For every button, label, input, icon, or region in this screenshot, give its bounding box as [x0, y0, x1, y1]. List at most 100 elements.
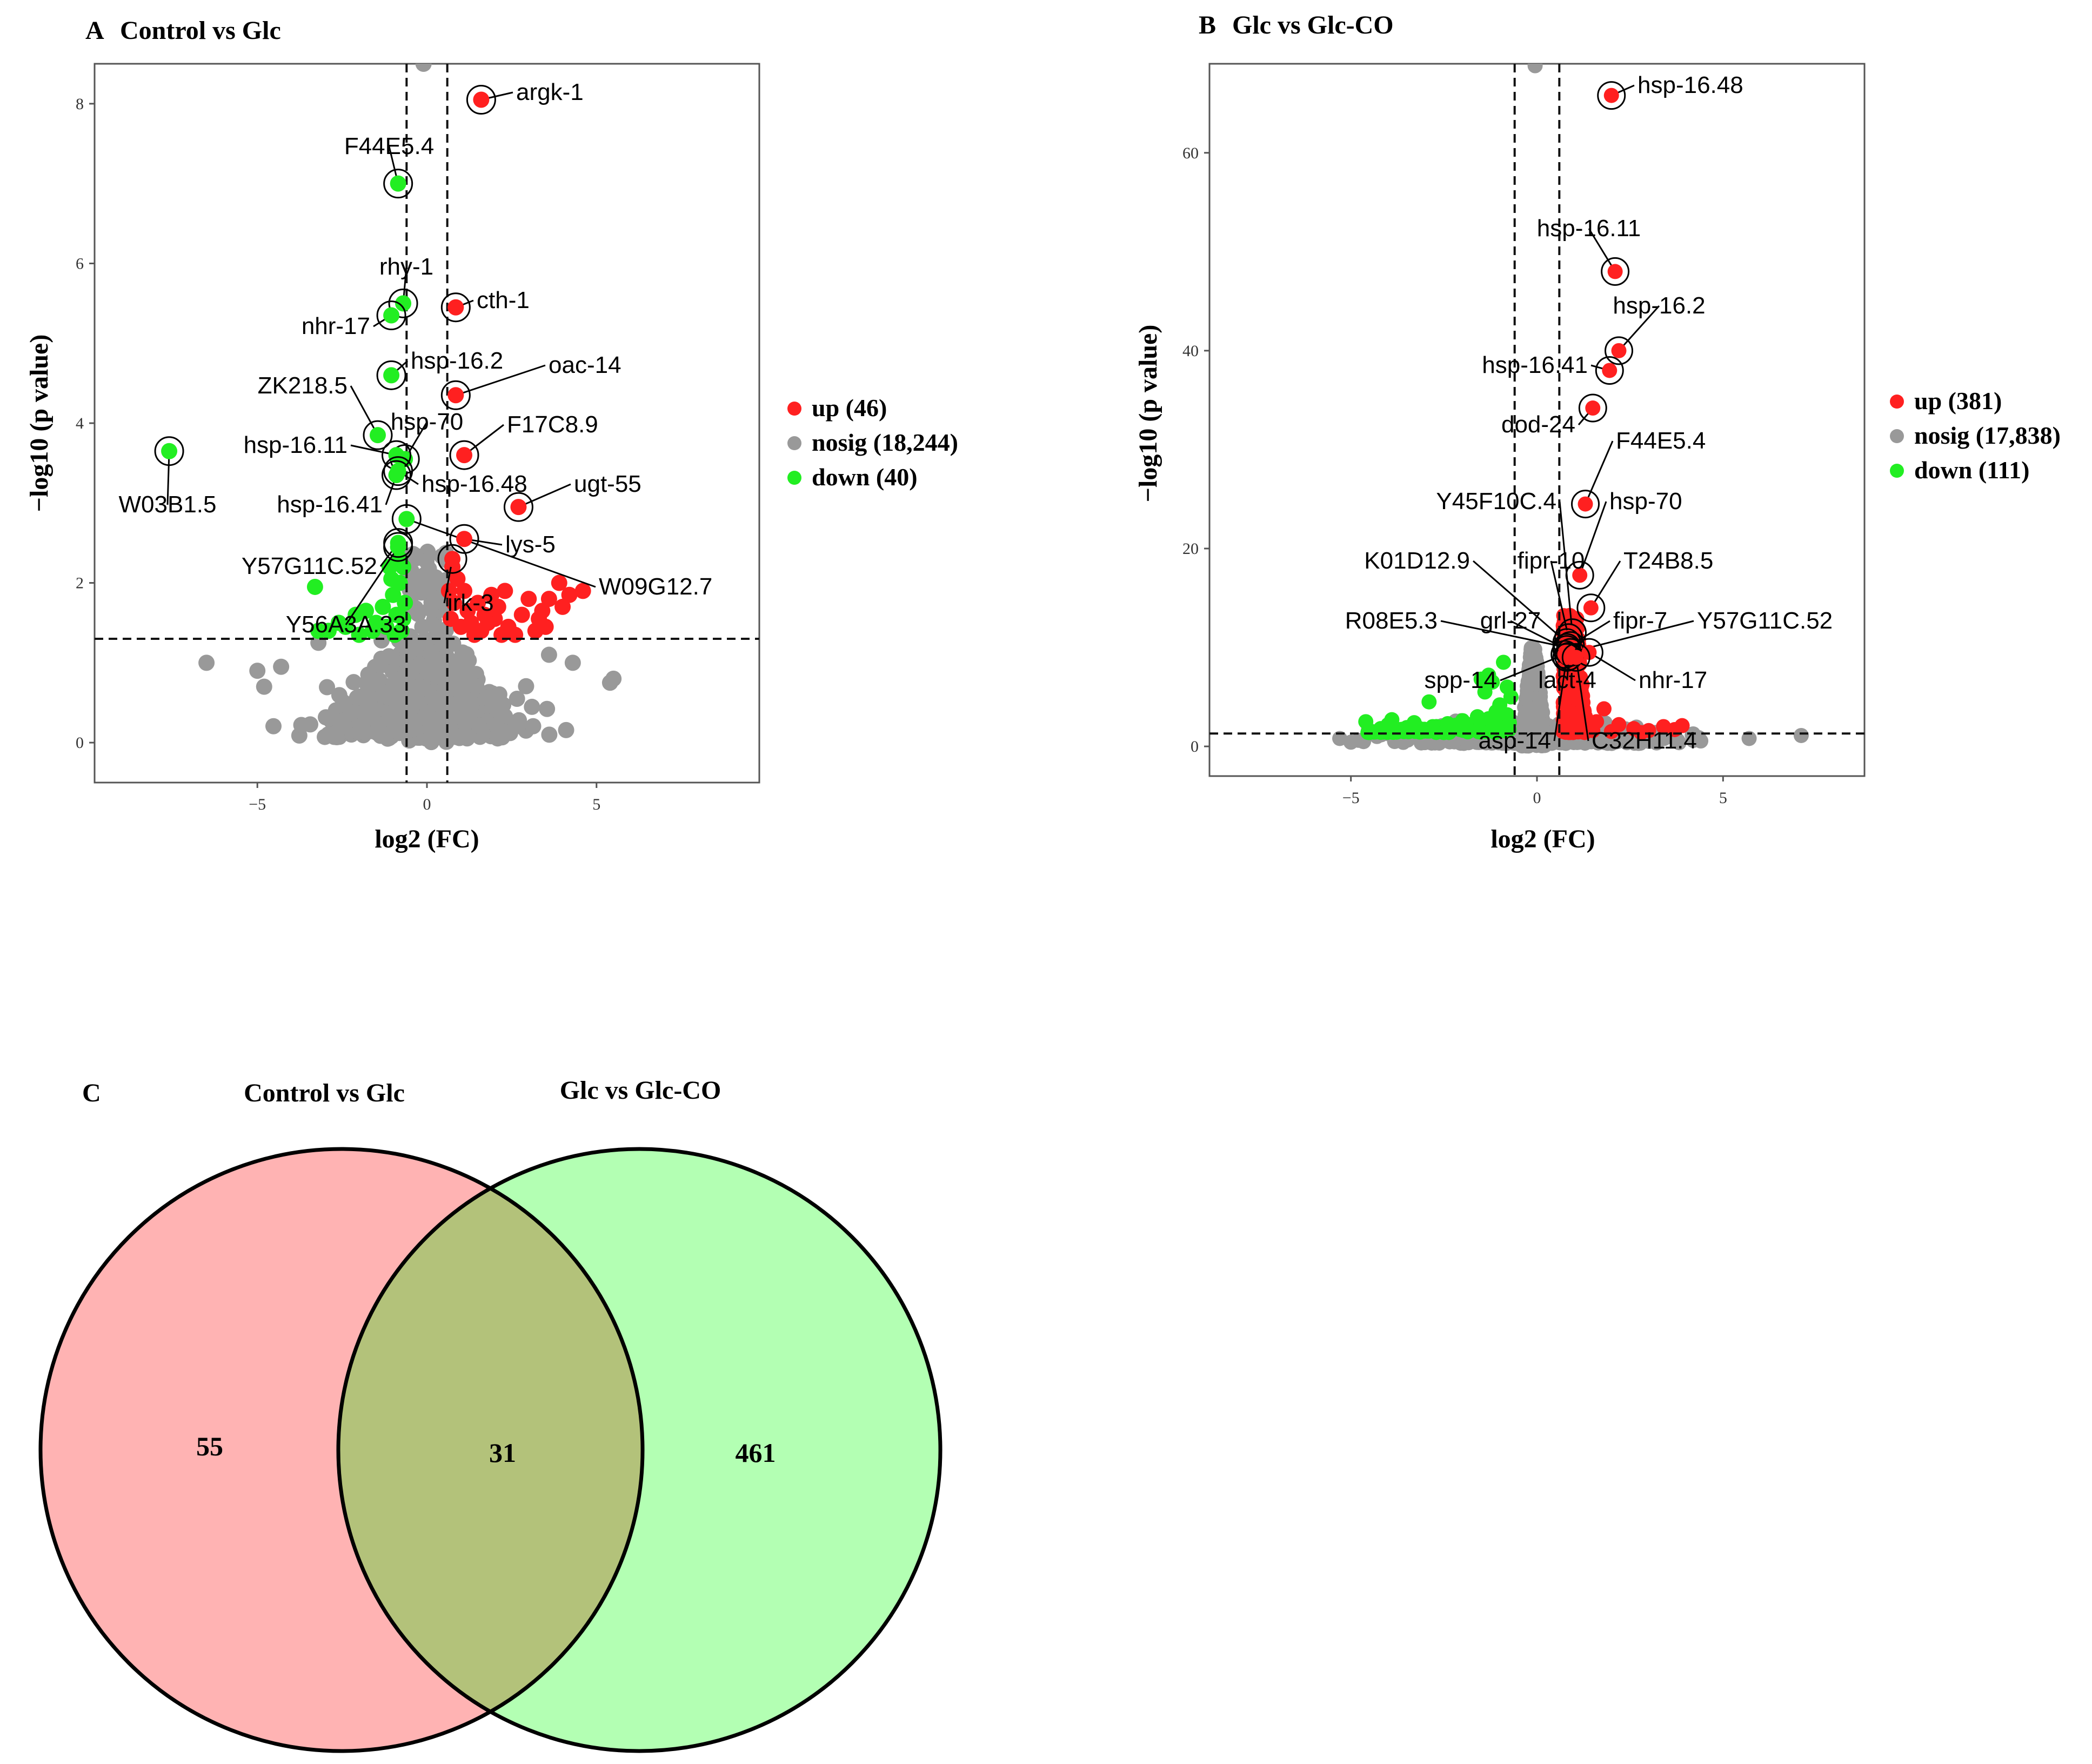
gene-label-connector	[1559, 501, 1573, 633]
gene-highlight-ring	[1565, 560, 1594, 590]
point-up	[551, 574, 567, 591]
gene-label: F17C8.9	[507, 411, 598, 438]
gene-label: rhy-1	[379, 253, 433, 280]
point-up	[459, 603, 476, 619]
point-up	[520, 591, 537, 607]
point-down-labeled	[395, 295, 412, 312]
gene-highlight-ring	[440, 380, 471, 410]
point-up	[513, 606, 530, 623]
gene-label: hsp-70	[1609, 488, 1682, 514]
point-down	[1436, 725, 1452, 740]
y-tick-label: 0	[76, 734, 84, 752]
gene-label: W03B1.5	[119, 491, 217, 518]
point-down	[1384, 712, 1400, 727]
gene-highlight-ring	[466, 85, 496, 115]
gene-label: Y57G11C.52	[242, 553, 377, 579]
point-down-labeled	[383, 307, 400, 324]
point-up-labeled	[444, 551, 461, 567]
panel-b-axes: −5 0 5 0 20 40 60	[1182, 144, 1727, 807]
gene-highlight-ring	[388, 288, 418, 318]
panel-a-gene-labels: argk-1 F44E5.4 rhy-1 cth-1 nhr-17 hsp-16.2 oac…	[119, 79, 713, 638]
point-nosig	[564, 654, 581, 671]
gene-label-connector	[406, 518, 596, 588]
point-down	[364, 623, 381, 639]
point-nosig	[401, 659, 418, 676]
point-nosig	[436, 682, 453, 699]
panel-b-legend: up (381) nosig (17,838) down (111)	[1890, 387, 2061, 484]
panel-b-letter: B	[1199, 11, 1216, 39]
point-down	[337, 618, 354, 635]
legend-label: down (40)	[812, 463, 918, 491]
point-nosig	[477, 689, 494, 706]
legend-label: up (46)	[812, 394, 887, 422]
point-nosig	[525, 718, 542, 734]
point-down	[1499, 679, 1515, 695]
gene-label: hsp-70	[391, 409, 464, 435]
point-up-labeled	[1578, 496, 1593, 512]
point-down-labeled	[370, 427, 386, 444]
point-up	[1674, 718, 1690, 733]
point-nosig	[382, 689, 398, 705]
point-up-labeled	[447, 299, 464, 316]
panel-a-y-label: −log10 (p value)	[25, 335, 54, 512]
point-nosig	[457, 663, 473, 680]
gene-highlight-ring	[1595, 356, 1624, 385]
gene-label: hsp-16.48	[1637, 72, 1743, 98]
y-tick-label: 40	[1182, 342, 1199, 360]
point-up-labeled	[1602, 363, 1618, 378]
point-down	[358, 603, 375, 619]
gene-label: hsp-16.48	[422, 471, 527, 497]
gene-highlight-ring	[449, 440, 479, 470]
gene-highlight-ring	[383, 456, 413, 486]
gene-label: T24B8.5	[1623, 547, 1713, 574]
point-nosig	[370, 716, 386, 732]
gene-label: Y56A3A.33	[286, 611, 406, 638]
gene-label-connector	[464, 424, 504, 456]
point-up	[561, 586, 578, 603]
gene-highlight-ring	[391, 504, 422, 534]
x-tick-label: −5	[249, 796, 266, 813]
point-up	[554, 598, 571, 615]
point-nosig	[1686, 733, 1701, 749]
venn-count-both: 31	[489, 1438, 516, 1468]
panel-b-title: Glc vs Glc-CO	[1232, 11, 1394, 39]
point-nosig	[518, 678, 534, 694]
point-up-labeled	[1583, 600, 1599, 616]
legend-marker	[1890, 429, 1904, 443]
panel-c-venn: C Control vs Glc Glc vs Glc-CO 55 31 461	[38, 1076, 943, 1753]
panel-a-points	[306, 551, 591, 643]
venn-circle-b-outline	[336, 1147, 943, 1753]
gene-label: Y45F10C.4	[1436, 488, 1556, 514]
point-nosig	[451, 730, 468, 746]
gene-label-connector	[350, 385, 379, 436]
legend-marker	[787, 436, 801, 450]
point-nosig	[408, 639, 425, 656]
point-nosig	[498, 724, 514, 741]
gene-highlight-ring	[382, 460, 412, 490]
gene-label: W09G12.7	[599, 573, 712, 600]
point-down	[306, 578, 323, 595]
point-up	[1603, 724, 1619, 739]
gene-label: ugt-55	[574, 471, 641, 497]
gene-highlight-ring	[376, 300, 406, 330]
point-down	[1496, 654, 1512, 670]
point-up	[497, 583, 513, 599]
point-up	[479, 614, 496, 631]
gene-highlight-ring	[440, 292, 471, 323]
point-nosig	[317, 729, 333, 745]
panel-b-volcano: B Glc vs Glc-CO hsp-16.48hsp-16.11hsp-16…	[1134, 11, 2061, 853]
panel-b-x-label: log2 (FC)	[1491, 825, 1595, 853]
point-up	[1555, 724, 1571, 739]
point-nosig	[331, 687, 347, 704]
venn-circle-a-outline	[38, 1147, 645, 1753]
point-nosig	[415, 64, 432, 72]
point-down	[383, 571, 400, 587]
point-nosig	[1524, 650, 1540, 666]
point-nosig	[423, 734, 440, 751]
gene-highlight-ring	[1576, 593, 1606, 623]
point-nosig	[1669, 733, 1685, 749]
gene-label-connector	[1618, 305, 1660, 351]
point-down-labeled	[388, 447, 405, 464]
point-up-labeled	[1603, 88, 1619, 103]
point-nosig	[438, 659, 455, 676]
